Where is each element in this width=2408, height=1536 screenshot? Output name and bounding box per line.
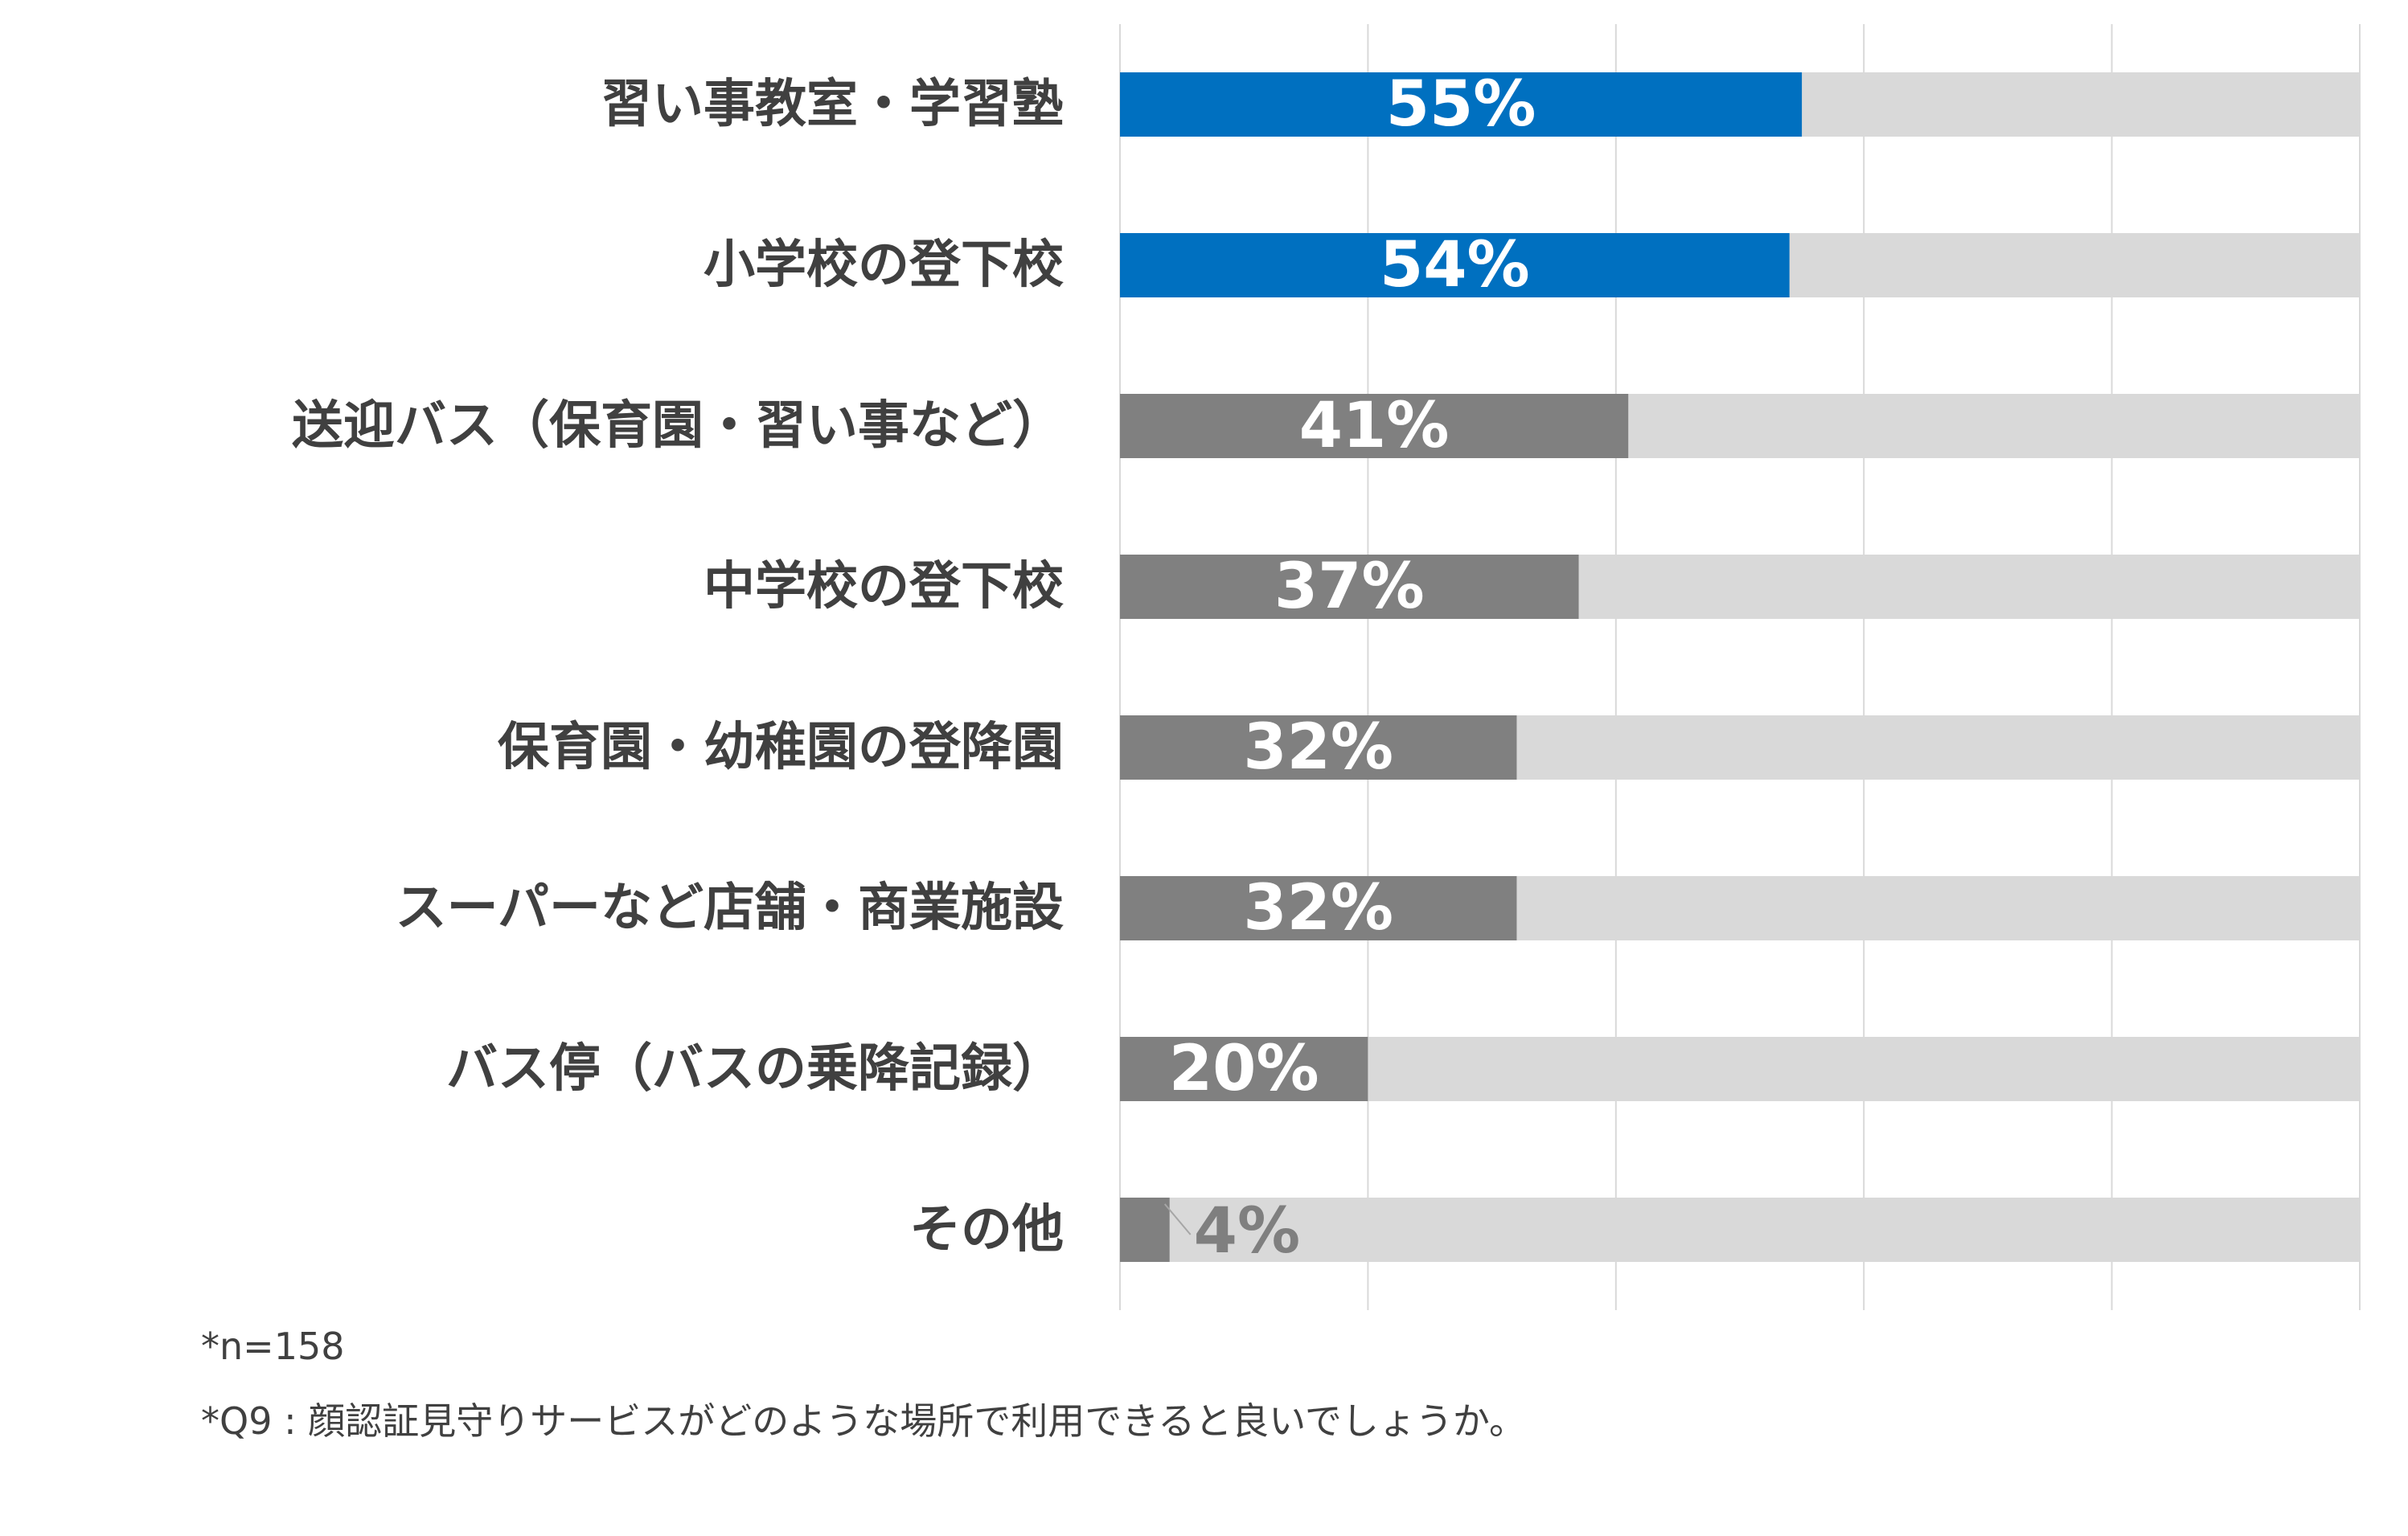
bar xyxy=(1120,233,1790,297)
category-label: 保育園・幼稚園の登降園 xyxy=(498,718,1064,777)
sample-size-note: *n=158 xyxy=(201,1325,345,1368)
data-label-leader xyxy=(1163,1203,1192,1235)
bar xyxy=(1120,555,1579,619)
data-label: 54% xyxy=(1380,229,1530,301)
data-label: 20% xyxy=(1169,1033,1319,1105)
bar xyxy=(1120,715,1517,780)
bar xyxy=(1120,1198,1170,1262)
value-labels: 55% 54% 41% 37% 32% 32% 20% 4% xyxy=(1163,68,1536,1268)
data-label: 41% xyxy=(1299,390,1450,462)
category-label: 小学校の登下校 xyxy=(704,236,1064,295)
gridlines xyxy=(1119,24,2361,1310)
bar xyxy=(1120,394,1629,458)
category-label: 送迎バス（保育園・習い事など） xyxy=(292,396,1064,456)
category-label: その他 xyxy=(909,1200,1064,1260)
question-note: *Q9 : 顔認証見守りサービスがどのような場所で利用できると良いでしょうか。 xyxy=(201,1399,1526,1443)
data-label: 32% xyxy=(1243,872,1393,944)
category-label: 中学校の登下校 xyxy=(704,557,1064,616)
bars xyxy=(1120,72,1803,1262)
bar xyxy=(1120,876,1517,940)
data-label: 4% xyxy=(1194,1195,1300,1268)
data-label: 32% xyxy=(1243,711,1393,784)
bar-track xyxy=(1120,1198,2360,1262)
category-label: バス停（バスの乗降記録） xyxy=(446,1039,1064,1099)
category-label: スーパーなど店舗・商業施設 xyxy=(396,879,1064,938)
data-label: 55% xyxy=(1386,68,1536,141)
bar xyxy=(1120,1037,1368,1101)
category-label: 習い事教室・学習塾 xyxy=(601,75,1064,134)
data-label: 37% xyxy=(1274,551,1425,623)
bar xyxy=(1120,72,1803,137)
